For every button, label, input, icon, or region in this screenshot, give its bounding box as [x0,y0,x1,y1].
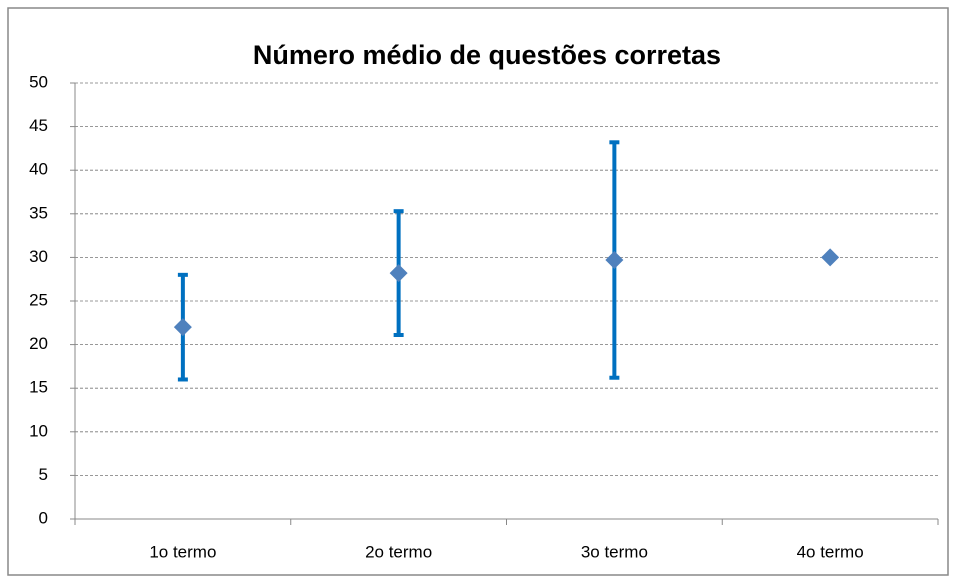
x-tick-label: 4o termo [797,542,864,561]
chart-border [7,7,949,576]
marker [821,248,840,267]
y-tick-label: 30 [29,247,48,266]
marker [389,264,408,283]
y-tick-label: 50 [29,72,48,91]
y-tick-label: 5 [39,465,48,484]
chart-title: Número médio de questões corretas [253,40,721,70]
y-tick-label: 40 [29,160,48,179]
x-tick-label: 1o termo [149,542,216,561]
y-tick-label: 15 [29,378,48,397]
y-tick-label: 35 [29,203,48,222]
marker [605,251,624,270]
y-tick-label: 10 [29,421,48,440]
x-tick-label: 3o termo [581,542,648,561]
y-tick-label: 25 [29,290,48,309]
y-tick-label: 0 [39,508,48,527]
y-tick-label: 20 [29,334,48,353]
y-tick-label: 45 [29,116,48,135]
x-tick-label: 2o termo [365,542,432,561]
marker [173,318,192,337]
